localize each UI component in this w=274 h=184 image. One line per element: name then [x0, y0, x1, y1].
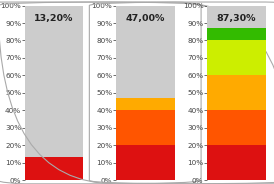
Text: 47,00%: 47,00% — [125, 14, 165, 23]
Bar — [25, 157, 84, 180]
Bar — [207, 110, 266, 145]
Text: 13,20%: 13,20% — [34, 14, 74, 23]
Bar — [207, 75, 266, 110]
Bar — [207, 145, 266, 180]
Bar — [116, 145, 175, 180]
Bar — [116, 110, 175, 145]
Bar — [116, 98, 175, 110]
Bar — [207, 40, 266, 75]
Bar — [207, 28, 266, 40]
Text: 87,30%: 87,30% — [217, 14, 256, 23]
